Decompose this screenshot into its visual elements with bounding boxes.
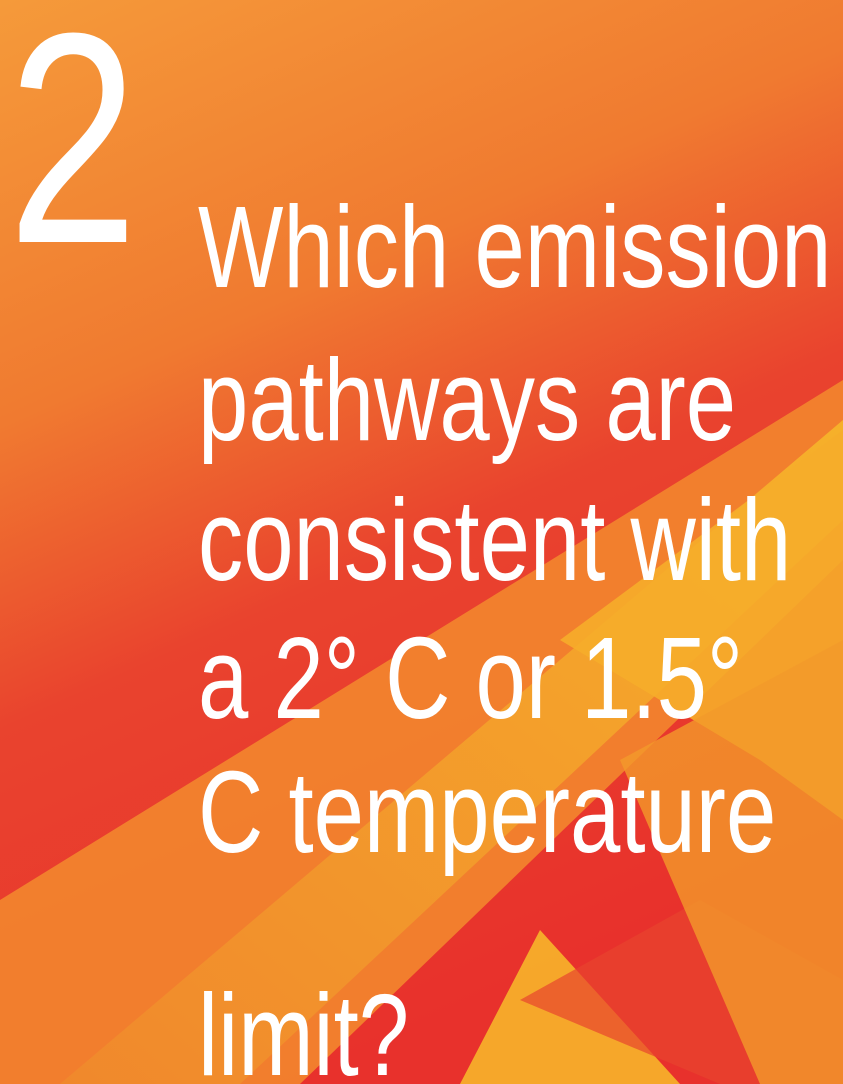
question-line: Which emission — [198, 183, 831, 312]
question-line: a 2° C or 1.5° — [198, 614, 743, 743]
question-line: pathways are — [198, 336, 736, 465]
question-line: consistent with — [198, 476, 791, 605]
section-number: 2 — [8, 0, 138, 307]
question-line: limit? — [198, 971, 409, 1084]
poster: 2 Which emission pathways areconsistent w… — [0, 0, 843, 1084]
question-line: C temperature — [198, 748, 776, 877]
